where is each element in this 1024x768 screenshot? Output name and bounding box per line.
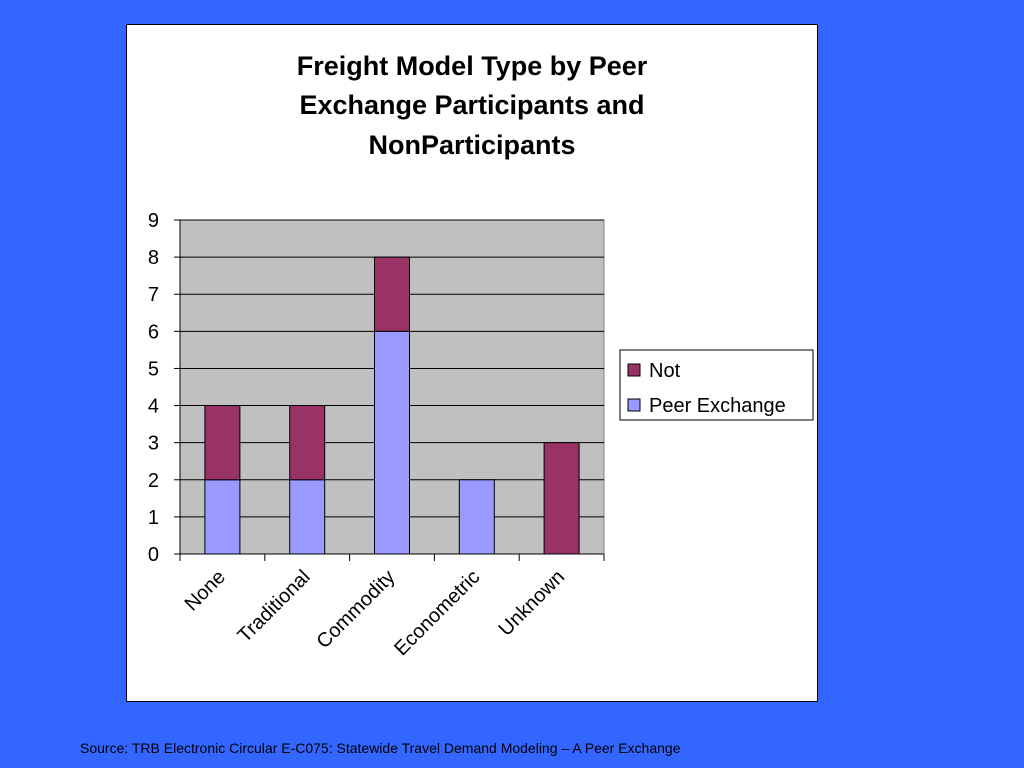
chart-svg: Freight Model Type by Peer Exchange Parti… bbox=[148, 51, 814, 660]
bar-peer-exchange-econometric bbox=[458, 479, 495, 555]
bar-peer-exchange-none bbox=[204, 479, 241, 555]
y-tick-label: 6 bbox=[148, 321, 159, 343]
legend-label-not: Not bbox=[649, 360, 681, 382]
x-tick-label-unknown: Unknown bbox=[495, 566, 570, 641]
bar-peer-exchange-commodity bbox=[374, 330, 410, 555]
legend-swatch-not bbox=[627, 363, 641, 377]
chart-title-line: Exchange Participants and bbox=[299, 90, 644, 120]
y-tick-label: 4 bbox=[148, 396, 159, 418]
y-tick-label: 5 bbox=[148, 358, 159, 380]
bar-not-traditional bbox=[289, 405, 326, 481]
y-tick-label: 1 bbox=[148, 507, 159, 529]
bars bbox=[204, 256, 580, 555]
y-tick-labels: 0 1 2 3 4 5 6 7 8 9 bbox=[148, 210, 159, 566]
bar-not-commodity bbox=[374, 256, 410, 332]
chart-title: Freight Model Type by Peer Exchange Parti… bbox=[297, 51, 648, 160]
bar-peer-exchange-traditional bbox=[289, 479, 326, 555]
x-tick-label-econometric: Econometric bbox=[390, 566, 484, 660]
x-tick-label-commodity: Commodity bbox=[312, 566, 399, 653]
legend-label-peer-exchange: Peer Exchange bbox=[649, 395, 786, 417]
y-tick-label: 3 bbox=[148, 433, 159, 455]
y-tick-label: 0 bbox=[148, 544, 159, 566]
x-tick-label-traditional: Traditional bbox=[234, 566, 315, 647]
x-tick-label-none: None bbox=[181, 566, 230, 615]
chart-frame: Freight Model Type by Peer Exchange Parti… bbox=[126, 24, 818, 702]
chart-title-line: Freight Model Type by Peer bbox=[297, 51, 648, 81]
legend: Not Peer Exchange bbox=[619, 349, 814, 421]
legend-swatch-peer-exchange bbox=[627, 398, 641, 412]
legend-box bbox=[619, 349, 814, 421]
y-tick-label: 9 bbox=[148, 210, 159, 232]
y-tick-label: 2 bbox=[148, 470, 159, 492]
y-tick-label: 7 bbox=[148, 284, 159, 306]
axes bbox=[174, 219, 605, 561]
y-tick-label: 8 bbox=[148, 247, 159, 269]
source-note: Source: TRB Electronic Circular E-C075: … bbox=[80, 740, 681, 756]
bar-not-unknown bbox=[543, 442, 580, 555]
bar-not-none bbox=[204, 405, 241, 481]
chart-title-line: NonParticipants bbox=[368, 130, 575, 160]
